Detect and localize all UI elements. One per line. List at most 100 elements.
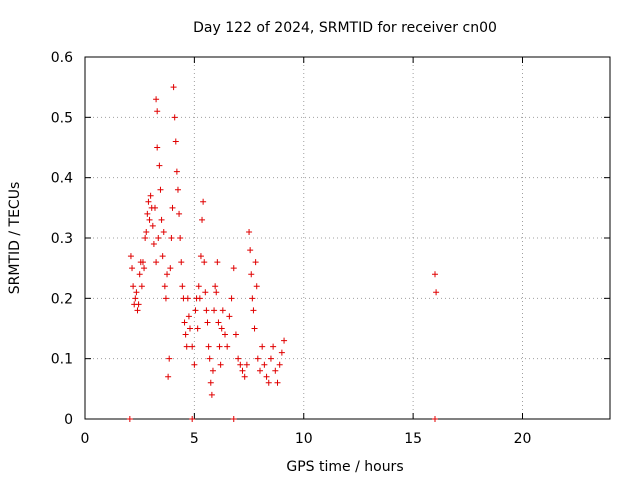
data-point [281, 337, 288, 344]
data-point [192, 307, 199, 314]
data-point [153, 259, 160, 266]
data-point [181, 319, 188, 326]
data-point [189, 343, 196, 350]
data-point [141, 265, 148, 272]
data-point [212, 283, 219, 290]
data-point [171, 114, 178, 121]
data-point [127, 253, 134, 260]
plot-frame [84, 56, 611, 420]
x-tick-label: 10 [295, 431, 313, 447]
data-point [230, 416, 237, 422]
data-point [134, 307, 141, 314]
data-point [259, 343, 266, 350]
data-point [204, 319, 211, 326]
data-point [211, 307, 218, 314]
data-point [267, 355, 274, 362]
y-tick-label: 0.6 [51, 50, 73, 66]
data-point [132, 295, 139, 302]
data-point [249, 295, 256, 302]
data-point [248, 271, 255, 278]
data-point [200, 198, 207, 205]
data-point [174, 186, 181, 193]
data-point [205, 343, 212, 350]
data-point [203, 307, 210, 314]
data-point [433, 289, 440, 296]
data-point [179, 283, 186, 290]
data-point [222, 331, 228, 338]
x-tick-label: 15 [404, 431, 422, 447]
data-point [178, 259, 185, 266]
data-point [254, 355, 261, 362]
data-point [243, 361, 250, 368]
data-point [189, 416, 196, 422]
data-point [172, 138, 179, 145]
data-point [194, 325, 201, 332]
data-point [147, 192, 154, 199]
y-tick-label: 0.5 [51, 110, 73, 126]
data-point [215, 319, 222, 326]
data-point [166, 355, 173, 362]
data-point [165, 373, 172, 380]
data-point [226, 313, 233, 320]
data-point [161, 283, 168, 290]
data-point [129, 265, 136, 272]
axes: 0 0.1 0.2 0.3 0.4 0.5 0.6 0 5 10 15 20 [51, 50, 611, 447]
data-point [216, 343, 223, 350]
data-point [213, 289, 220, 296]
y-tick-label: 0 [64, 412, 73, 428]
data-point [135, 301, 142, 308]
data-point [146, 216, 153, 223]
data-point [228, 295, 235, 302]
data-point [173, 168, 180, 175]
data-point [157, 186, 164, 193]
data-point [197, 253, 204, 260]
data-point [208, 391, 215, 398]
data-point [272, 367, 279, 374]
y-tick-label: 0.3 [51, 231, 73, 247]
data-point [218, 325, 225, 332]
data-point [150, 241, 157, 248]
data-point [276, 361, 283, 368]
data-point [177, 235, 184, 241]
data-point [169, 204, 176, 211]
data-point [136, 271, 143, 278]
data-point [263, 373, 270, 380]
data-point [219, 307, 226, 314]
data-point [159, 253, 166, 260]
data-marks [126, 84, 440, 422]
data-point [187, 325, 193, 332]
data-point [199, 216, 206, 223]
data-point [142, 235, 149, 241]
data-point [207, 379, 214, 386]
data-point [202, 289, 209, 296]
data-point [176, 210, 183, 217]
data-point [261, 361, 268, 368]
data-point [155, 235, 162, 241]
data-point [170, 84, 177, 91]
y-tick-label: 0.1 [51, 352, 73, 368]
x-tick-label: 20 [514, 431, 532, 447]
data-point [274, 379, 281, 386]
data-point [185, 313, 192, 320]
data-point [143, 228, 150, 235]
data-point [158, 216, 165, 223]
data-point [230, 265, 237, 272]
data-point [195, 283, 202, 290]
data-point [130, 283, 137, 290]
data-point [217, 361, 224, 368]
data-point [139, 259, 146, 266]
data-point [154, 108, 161, 115]
data-point [214, 259, 221, 266]
grid [85, 57, 610, 419]
data-point [235, 355, 242, 362]
y-tick-label: 0.4 [51, 171, 73, 187]
data-point [237, 361, 244, 368]
data-point [232, 331, 239, 338]
data-point [250, 307, 257, 314]
data-point [168, 235, 175, 241]
data-point [246, 228, 253, 235]
data-point [191, 361, 198, 368]
data-point [247, 247, 254, 254]
data-point [182, 331, 189, 338]
